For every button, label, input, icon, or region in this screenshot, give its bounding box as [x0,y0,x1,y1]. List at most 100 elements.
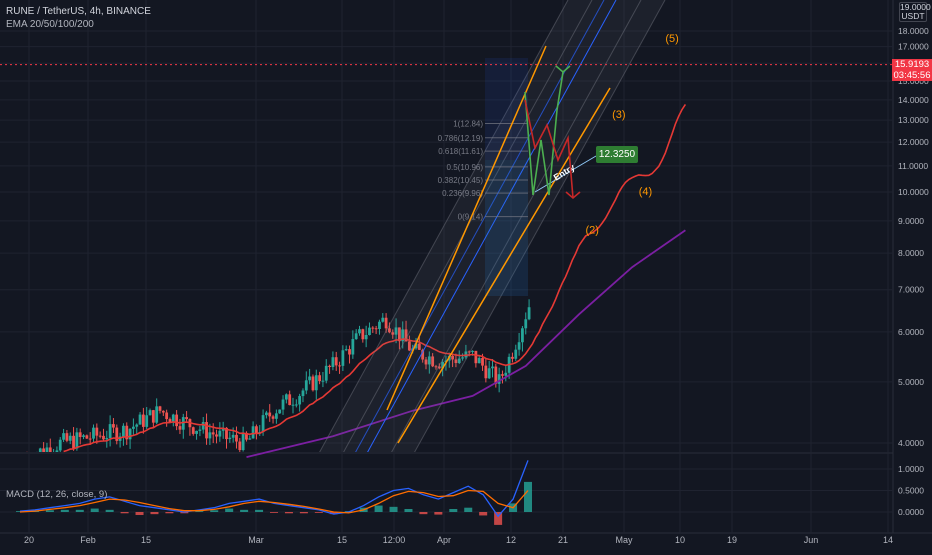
candle-body [115,427,119,441]
macd-hist-bar [284,512,293,514]
macd-hist-bar [270,512,278,513]
macd-hist-bar [90,508,99,512]
time-tick-label: 12 [506,535,516,545]
macd-hist-bar [75,509,84,512]
candle-body [378,321,381,329]
candle-body [288,394,292,406]
candle-body [215,434,218,437]
currency-unit-box[interactable]: 19.0000 USDT [899,2,931,22]
candle-body [388,328,391,333]
candle-body [354,333,358,340]
candle-body [361,329,365,340]
candle-body [424,359,428,365]
price-tick-label: 11.0000 [898,161,928,171]
candle-body [48,447,52,452]
candle-body [311,376,315,391]
candle-body [151,410,155,423]
bullish-projection [524,71,564,196]
candle-body [431,356,435,367]
time-tick-label: 20 [24,535,34,545]
wave-label: (5) [665,33,678,45]
candle-body [407,341,411,351]
candle-body [301,390,305,397]
candle-body [261,415,265,433]
candle-body [434,366,438,368]
last-price-badge: 15.9193 03:45:56 [892,58,932,81]
candle-body [421,349,425,360]
candle-body [278,409,282,414]
candle-body [511,356,514,359]
macd-legend[interactable]: MACD (12, 26, close, 9) [6,489,108,500]
candle-body [141,414,145,427]
candle-body [178,426,182,430]
macd-hist-bar [105,509,114,512]
macd-hist-bar [135,512,144,516]
wave-channel-upper [386,45,547,411]
price-tick-label: 12.0000 [898,137,929,147]
candle-body [368,327,371,335]
candle-body [241,432,245,451]
price-tick-label: 15.0000 [898,76,929,86]
bearish-projection [524,99,574,199]
candle-body [132,426,135,429]
candle-body [524,319,528,329]
candle-body [221,427,225,431]
candle-body [102,435,105,440]
price-tick-label: 18.0000 [898,26,929,36]
price-tick-label: 6.0000 [898,327,924,337]
channel-line [414,0,666,452]
candle-body [328,365,331,367]
fib-level-label: 0.5(10.96) [447,163,484,172]
time-tick-label: May [615,535,633,545]
candle-body [68,435,72,441]
candle-body [494,366,498,384]
candle-body [381,317,385,322]
price-tick-label: 17.0000 [898,42,929,52]
macd-hist-bar [524,481,532,512]
time-tick-label: 12:00 [383,535,406,545]
candle-body [235,434,238,442]
candle-body [38,448,42,452]
candle-body [487,368,491,379]
candle-body [175,414,179,427]
time-tick-label: 14 [883,535,893,545]
fib-level-label: 0.236(9.96) [442,189,483,198]
candle-body [135,424,139,427]
candle-body [491,366,494,369]
candle-body [474,350,478,364]
candle-body [198,429,202,431]
symbol-title[interactable]: RUNE / TetherUS, 4h, BINANCE [6,6,151,17]
candle-body [72,435,75,449]
candle-body [441,361,445,369]
candle-body [324,365,328,381]
candle-body [208,432,212,439]
price-tick-label: 8.0000 [898,248,924,258]
candle-body [171,414,175,423]
ema-legend[interactable]: EMA 20/50/100/200 [6,19,94,30]
candle-body [128,428,132,440]
candle-body [374,328,378,330]
time-tick-label: Jun [804,535,819,545]
candle-body [291,404,295,406]
candle-body [281,399,285,410]
candle-body [211,432,215,435]
candle-body [238,441,242,451]
candle-body [338,365,341,367]
candle-body [55,450,59,452]
macd-hist-bar [479,512,488,516]
entry-price-badge[interactable]: 12.3250 [596,146,638,163]
macd-hist-bar [404,508,413,512]
candle-body [125,425,129,440]
candle-body [58,439,62,451]
candle-body [88,438,92,440]
candle-body [527,307,531,320]
candle-body [497,374,501,384]
candle-body [481,358,484,366]
candle-body [158,406,162,411]
candle-body [427,356,431,365]
price-tick-label: 13.0000 [898,115,929,125]
macd-hist-bar [434,512,443,515]
candle-body [201,422,205,430]
